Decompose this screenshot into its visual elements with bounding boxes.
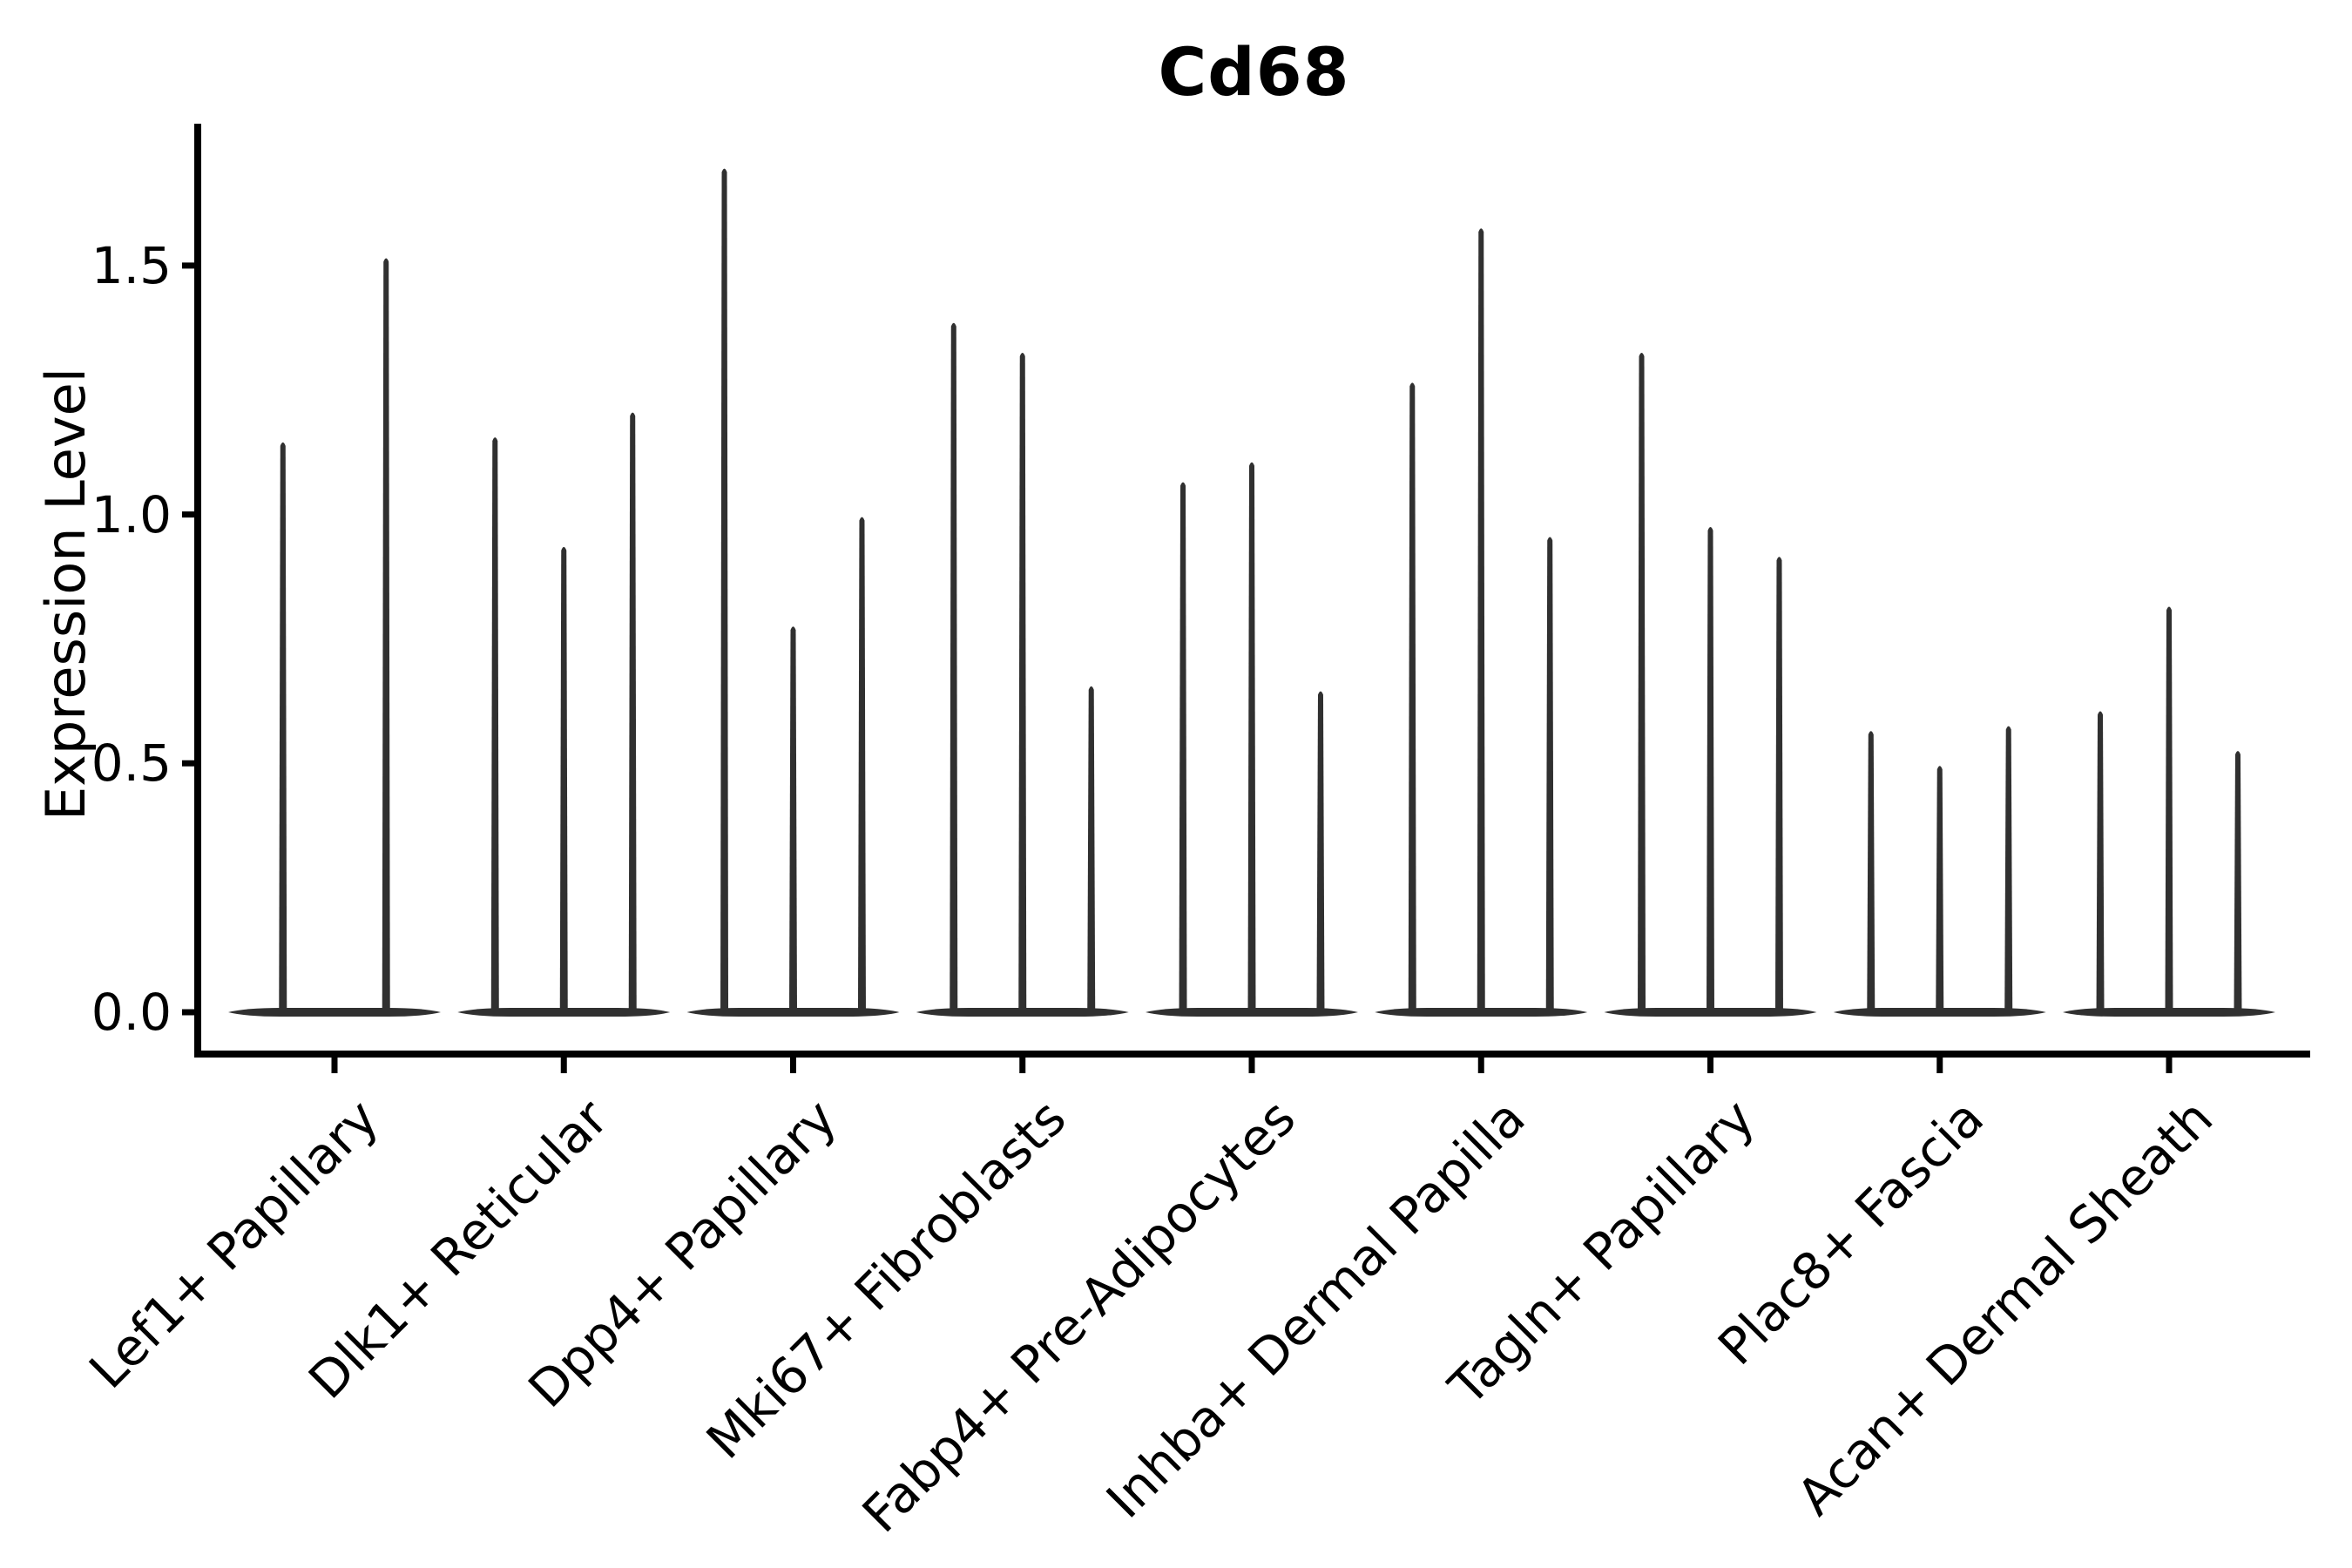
violin-spike [1774,557,1783,1013]
violin-spike [1018,353,1027,1014]
y-tick-label: 1.0 [91,484,172,544]
violin-spike [789,626,797,1013]
violin-spike [279,442,287,1013]
violin-spike [2234,751,2242,1013]
violin-spike [1707,527,1714,1013]
y-tick-label: 1.5 [91,235,172,295]
violin-spike [1408,382,1416,1013]
violin-base [228,1008,441,1017]
violin-spike [1867,731,1876,1013]
violin-spike [559,546,568,1013]
y-tick-label: 0.0 [91,983,172,1042]
violin-spike [1936,766,1944,1013]
violin-spike [1477,228,1485,1013]
violin-spike [2096,711,2105,1013]
violin-spike [1247,462,1256,1013]
violin-spike [2165,606,2173,1013]
violin-spike [1545,537,1554,1013]
violin-spike [2004,726,2013,1013]
violin-spike [720,168,729,1013]
violin-spike [1316,691,1325,1013]
violin-spike [950,322,958,1013]
violin-spike [857,517,866,1013]
violin-spike [1638,353,1646,1014]
y-tick-label: 0.5 [91,733,172,794]
violin-spike [1087,686,1096,1013]
violin-spike [1179,482,1187,1013]
violin-spike [382,258,390,1013]
chart-title: Cd68 [1158,33,1350,111]
violin-spike [628,412,637,1014]
violin-spike [490,437,499,1013]
